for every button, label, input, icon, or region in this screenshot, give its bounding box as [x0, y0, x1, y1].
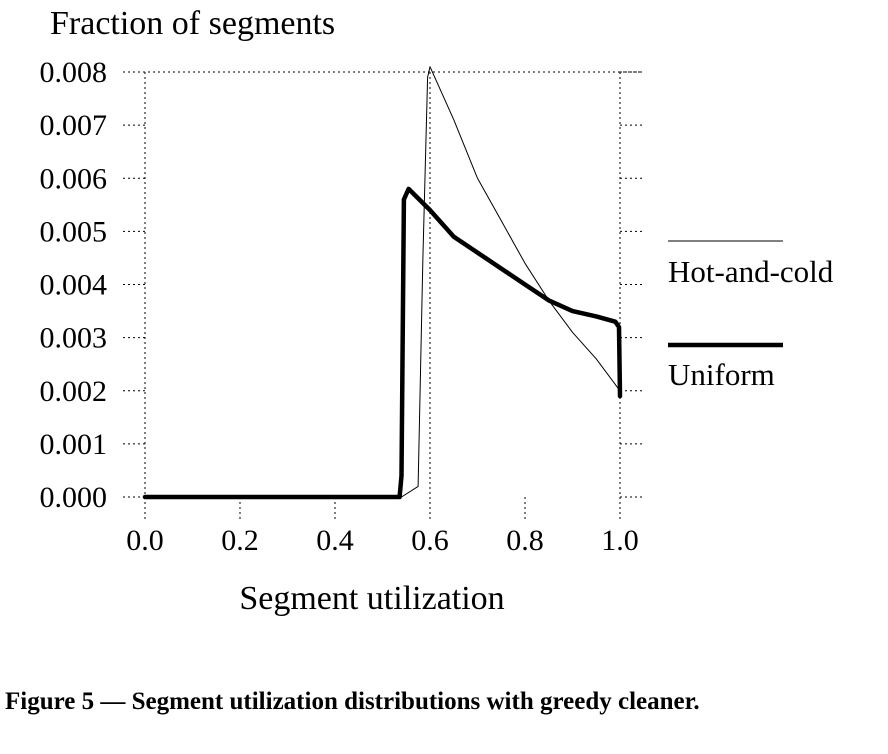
y-axis-title: Fraction of segments: [50, 5, 335, 42]
series-line-uniform: [142, 186, 623, 500]
legend-label-uniform: Uniform: [668, 357, 775, 392]
legend-label-hot-and-cold: Hot-and-cold: [668, 254, 834, 289]
x-tick-label: 1.0: [601, 524, 639, 557]
series-line-hot-and-cold: [144, 66, 621, 498]
y-tick-label: 0.007: [40, 109, 108, 142]
y-tick-label: 0.003: [40, 322, 108, 355]
y-tick-label: 0.000: [40, 481, 108, 514]
y-tick-label: 0.006: [40, 162, 108, 195]
x-tick-label: 0.0: [126, 524, 164, 557]
figure-caption: Figure 5 — Segment utilization distribut…: [5, 688, 700, 715]
x-tick-label: 0.4: [316, 524, 354, 557]
x-tick-label: 0.2: [221, 524, 259, 557]
y-tick-label: 0.001: [40, 428, 108, 461]
x-tick-label: 0.6: [411, 524, 449, 557]
y-tick-label: 0.004: [40, 269, 108, 302]
y-tick-label: 0.002: [40, 375, 108, 408]
plot-area: [142, 66, 623, 500]
x-axis-title: Segment utilization: [239, 580, 504, 617]
x-tick-label: 0.8: [506, 524, 544, 557]
legend: Hot-and-cold Uniform: [668, 240, 834, 392]
y-tick-label: 0.008: [40, 56, 108, 89]
grid: [123, 71, 642, 519]
x-axis: 0.0 0.2 0.4 0.6 0.8 1.0: [126, 497, 639, 557]
chart: Fraction of segments 0.0000.0010.0020.00…: [40, 5, 834, 617]
y-axis: 0.000 0.001 0.002 0.003 0.004 0.005 0.006 0.007…: [40, 56, 642, 514]
y-tick-label: 0.005: [40, 215, 108, 248]
